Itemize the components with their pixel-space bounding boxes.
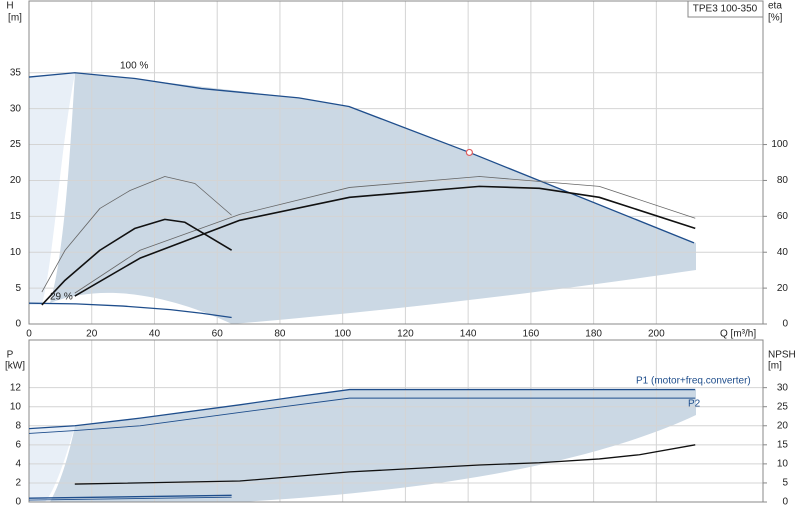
annotation: P2 <box>688 399 701 410</box>
curve <box>74 176 696 294</box>
annotation: P1 (motor+freq.converter) <box>636 376 751 387</box>
curve <box>28 302 232 319</box>
y2-tick-label: 0 <box>782 319 788 330</box>
y-tick-label: 0 <box>15 497 21 508</box>
y2-tick-label: 25 <box>777 401 789 412</box>
y-tick-label: 12 <box>10 382 22 393</box>
y-tick-label: 6 <box>15 439 21 450</box>
y-axis-label: H <box>6 1 13 12</box>
y-axis-unit: [kW] <box>5 361 25 372</box>
x-tick-label: 0 <box>26 329 32 340</box>
plot-frame <box>28 0 764 325</box>
y2-tick-label: 20 <box>777 420 789 431</box>
curve <box>28 72 695 244</box>
y-tick-label: 5 <box>15 283 21 294</box>
light-range <box>29 73 75 305</box>
y-tick-label: 30 <box>10 103 22 114</box>
y2-tick-label: 5 <box>782 478 788 489</box>
curve <box>74 444 696 485</box>
y-tick-label: 15 <box>10 211 22 222</box>
curve <box>28 397 696 434</box>
y2-tick-label: 60 <box>777 211 789 222</box>
dark-range <box>50 73 696 324</box>
y-tick-label: 35 <box>10 67 22 78</box>
y-tick-label: 10 <box>10 401 22 412</box>
y2-axis-unit: [%] <box>768 13 783 24</box>
y2-tick-label: 80 <box>777 175 789 186</box>
curve <box>28 496 232 501</box>
y2-axis-label: eta <box>768 1 782 12</box>
y2-tick-label: 10 <box>777 459 789 470</box>
y-tick-label: 25 <box>10 139 22 150</box>
y2-tick-label: 40 <box>777 247 789 258</box>
x-tick-label: 60 <box>212 329 224 340</box>
y-tick-label: 20 <box>10 175 22 186</box>
x-axis-label: Q [m³/h] <box>720 329 756 340</box>
y-axis-unit: [m] <box>8 13 22 24</box>
curve <box>74 185 696 297</box>
y2-axis-label: NPSH <box>768 350 796 361</box>
curve <box>28 494 232 499</box>
y2-tick-label: 0 <box>782 497 788 508</box>
y-tick-label: 0 <box>15 319 21 330</box>
x-tick-label: 140 <box>460 329 477 340</box>
x-tick-label: 120 <box>397 329 414 340</box>
x-tick-label: 180 <box>585 329 602 340</box>
y2-tick-label: 15 <box>777 439 789 450</box>
x-tick-label: 100 <box>334 329 351 340</box>
title-box <box>687 0 764 18</box>
duty-point <box>465 148 473 157</box>
annotation: 100 % <box>120 61 148 72</box>
annotation: 29 % <box>50 292 73 303</box>
y2-axis-unit: [m] <box>768 361 782 372</box>
x-tick-label: 80 <box>274 329 286 340</box>
y2-tick-label: 100 <box>771 139 788 150</box>
y2-tick-label: 20 <box>777 283 789 294</box>
plot-frame <box>28 339 764 503</box>
operating-range <box>29 73 696 502</box>
x-tick-label: 160 <box>523 329 540 340</box>
y-tick-label: 2 <box>15 478 21 489</box>
curve <box>41 176 232 293</box>
y-tick-label: 10 <box>10 247 22 258</box>
y2-tick-label: 30 <box>777 382 789 393</box>
x-tick-label: 20 <box>86 329 98 340</box>
dark-range <box>50 390 696 502</box>
curve <box>41 218 233 306</box>
y-tick-label: 8 <box>15 420 21 431</box>
x-tick-label: 200 <box>648 329 665 340</box>
x-tick-label: 40 <box>149 329 161 340</box>
chart-title: TPE3 100-350 <box>693 4 758 15</box>
y-axis-label: P <box>7 350 14 361</box>
y-tick-label: 4 <box>15 459 21 470</box>
curve <box>28 388 696 430</box>
